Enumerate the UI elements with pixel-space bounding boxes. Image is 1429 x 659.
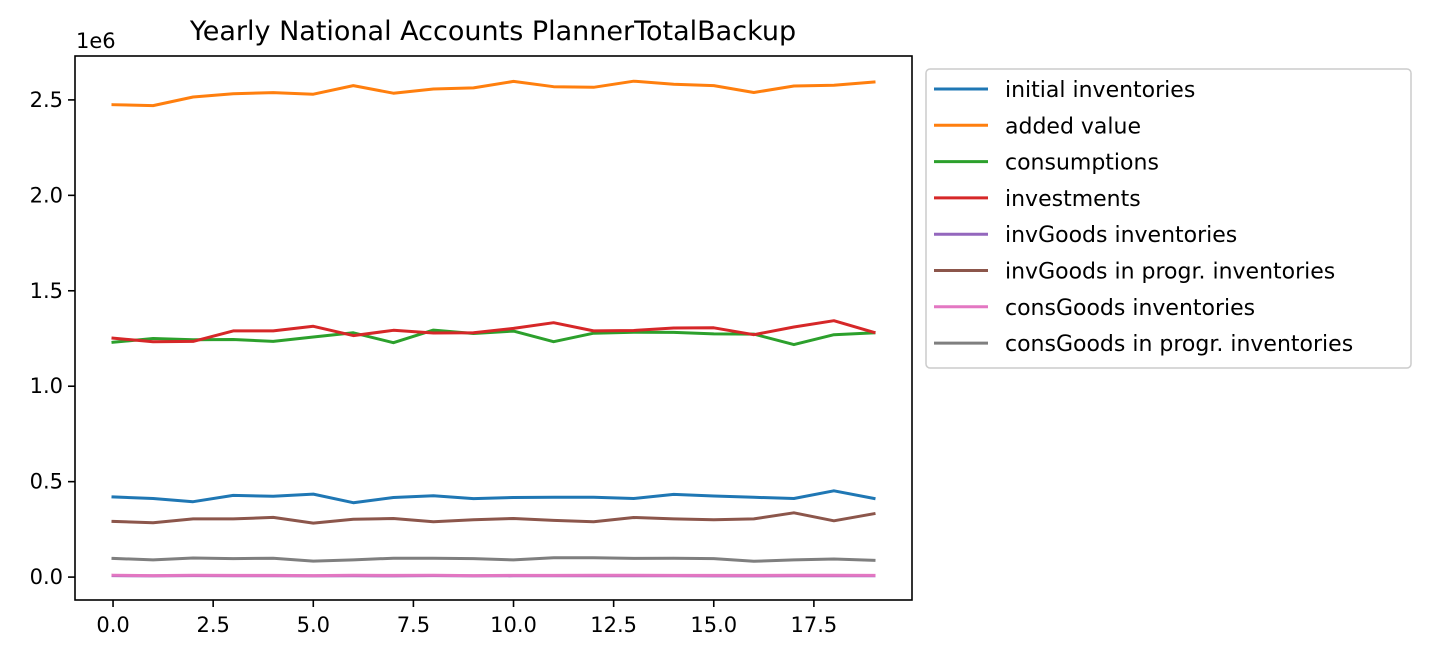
- x-tick-label: 2.5: [196, 613, 229, 637]
- legend-label: added value: [1005, 114, 1141, 139]
- legend-label: invGoods inventories: [1005, 223, 1237, 248]
- x-tick-label: 5.0: [297, 613, 330, 637]
- legend-label: consGoods in progr. inventories: [1005, 332, 1353, 357]
- series-line-7: [111, 556, 876, 563]
- axes: 0.0 2.5 5.0 7.5 10.0 12.5 15.0 17.5 0.0 0.5 1.0 1.5…: [30, 55, 913, 637]
- x-tick-label: 0.0: [96, 613, 129, 637]
- series-line-1: [111, 79, 876, 108]
- axes-frame: [74, 55, 913, 601]
- x-tick-label: 10.0: [490, 613, 537, 637]
- legend-box: [925, 68, 1412, 369]
- chart-title: Yearly National Accounts PlannerTotalBac…: [189, 16, 796, 47]
- legend: initial inventories added value consumptio…: [925, 68, 1412, 369]
- y-tick-label: 0.5: [30, 470, 63, 494]
- x-tick-label: 17.5: [790, 613, 837, 637]
- y-tick-label: 1.5: [30, 279, 63, 303]
- legend-label: investments: [1005, 187, 1141, 212]
- series-line-3: [111, 319, 876, 344]
- plot-area: [111, 79, 876, 578]
- x-tick-label: 15.0: [690, 613, 737, 637]
- x-tick-label: 12.5: [590, 613, 637, 637]
- y-tick-label: 2.0: [30, 183, 63, 207]
- legend-label: consGoods inventories: [1005, 296, 1255, 321]
- legend-label: consumptions: [1005, 151, 1159, 176]
- x-tick-label: 7.5: [397, 613, 430, 637]
- legend-label: initial inventories: [1005, 78, 1195, 103]
- series-line-0: [111, 489, 876, 505]
- y-tick-label: 0.0: [30, 565, 63, 589]
- y-tick-label: 2.5: [30, 88, 63, 112]
- series-line-5: [111, 511, 876, 525]
- y-tick-label: 1.0: [30, 374, 63, 398]
- y-offset-label: 1e6: [76, 29, 116, 53]
- legend-label: invGoods in progr. inventories: [1005, 260, 1335, 285]
